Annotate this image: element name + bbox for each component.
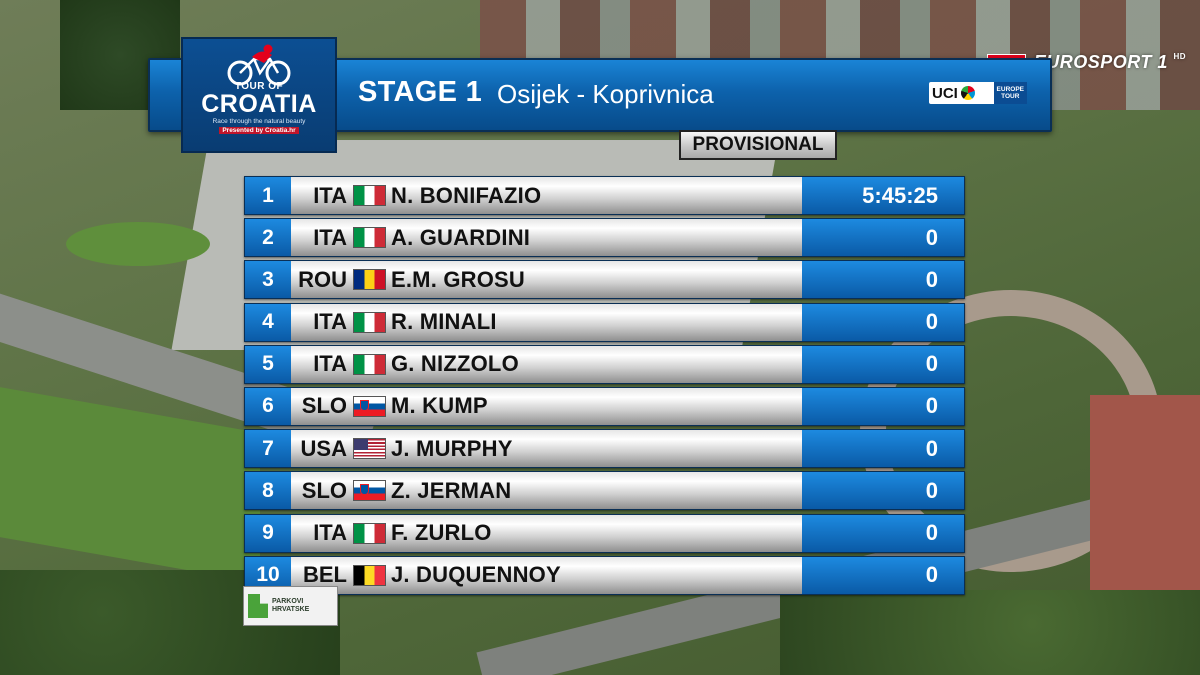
result-row: 10 BEL J. DUQUENNOY 0 [244,555,965,595]
nationality: USA [300,435,347,461]
flag-icon-ita [353,353,386,375]
nationality: ITA [313,520,347,545]
flag-icon-rou [353,269,386,291]
position: 5 [245,345,291,383]
position: 3 [245,261,291,299]
time-gap: 0 [802,303,964,341]
result-row: 5 ITA G. NIZZOLO 0 [244,344,965,384]
time-gap: 0 [802,219,964,257]
result-row: 9 ITA F. ZURLO 0 [244,513,965,553]
stage-number: STAGE 1 [358,76,483,108]
hd-badge: HD [1173,52,1186,61]
rider-name: J. MURPHY [391,435,513,461]
rider-cell: SLO M. KUMP [291,387,802,425]
time-gap: 0 [802,345,964,383]
uci-tour-label: EUROPE TOUR [993,82,1027,104]
position: 7 [245,430,291,468]
nationality: ROU [298,266,347,292]
rider-cell: ITA G. NIZZOLO [291,345,802,383]
rider-cell: BEL J. DUQUENNOY [291,556,802,594]
nationality: ITA [313,309,347,335]
uci-tour-line2: TOUR [1001,93,1020,100]
logo-tagline: Race through the natural beauty [212,118,306,125]
rider-cell: ITA R. MINALI [291,303,802,341]
rider-name: F. ZURLO [391,520,492,545]
result-row: 2 ITA A. GUARDINI 0 [244,218,965,258]
flag-icon-ita [353,185,386,206]
channel-name: EUROSPORT 1 [1033,52,1168,72]
rider-name: J. DUQUENNOY [391,562,561,588]
time-gap: 0 [802,261,964,299]
nationality: BEL [303,562,347,588]
nationality: SLO [301,393,347,419]
uci-europe-tour-logo: UCI EUROPE TOUR [929,82,1027,104]
result-row: 1 ITA N. BONIFAZIO 5:45:25 [244,176,965,215]
flag-icon-ita [353,311,386,333]
flag-icon-slo [353,395,386,417]
position: 9 [245,514,291,552]
tour-of-croatia-logo: TOUR OF CROATIA Race through the natural… [181,37,337,153]
result-row: 3 ROU E.M. GROSU 0 [244,260,965,300]
uci-tour-line1: EUROPE [996,86,1024,93]
sponsor-logo: PARKOVI HRVATSKE [243,586,338,626]
result-row: 4 ITA R. MINALI 0 [244,302,965,342]
logo-tour-of: TOUR OF [234,81,284,92]
flag-icon-bel [353,564,386,586]
cyclist-icon [227,44,291,86]
position: 4 [245,303,291,341]
position: 6 [245,387,291,425]
rider-cell: SLO Z. JERMAN [291,472,802,510]
time-gap: 0 [802,514,964,552]
rider-cell: ITA N. BONIFAZIO [291,177,802,214]
parkovi-leaf-icon [248,594,268,618]
position: 1 [245,177,291,214]
rider-cell: ITA F. ZURLO [291,514,802,552]
logo-brand: CROATIA [201,90,317,118]
position: 8 [245,472,291,510]
flag-icon-ita [353,227,386,249]
sponsor-line2: HRVATSKE [272,606,310,613]
nationality: ITA [313,182,347,208]
flag-icon-ita [353,522,386,544]
flag-icon-usa [353,438,386,460]
rider-cell: ITA A. GUARDINI [291,219,802,257]
nationality: ITA [313,351,347,377]
result-row: 8 SLO Z. JERMAN 0 [244,471,965,511]
result-row: 7 USA J. MURPHY 0 [244,429,965,469]
rider-name: A. GUARDINI [391,224,531,250]
rider-name: M. KUMP [391,393,488,419]
rider-name: G. NIZZOLO [391,351,519,377]
uci-text: UCI [932,84,958,102]
logo-presented-by: Presented by Croatia.hr [219,127,299,134]
flag-icon-slo [353,480,386,502]
results-table: 1 ITA N. BONIFAZIO 5:45:25 2 ITA A. GUARDINI 0 3… [244,176,965,598]
sponsor-text: PARKOVI HRVATSKE [272,598,309,614]
rider-name: E.M. GROSU [391,266,526,292]
rider-name: Z. JERMAN [391,477,512,503]
time-gap: 5:45:25 [802,177,964,214]
stage-route: Osijek - Koprivnica [497,79,714,109]
time-gap: 0 [802,472,964,510]
uci-rainbow-icon [960,86,975,100]
rider-name: R. MINALI [391,309,497,335]
time-gap: 0 [802,430,964,468]
sponsor-line1: PARKOVI [272,598,304,605]
nationality: SLO [301,477,347,503]
rider-cell: USA J. MURPHY [291,430,802,468]
time-gap: 0 [802,556,964,594]
rider-cell: ROU E.M. GROSU [291,261,802,299]
channel-logo: EUROSPORT 1 HD [1034,52,1186,73]
rider-name: N. BONIFAZIO [391,182,542,208]
result-row: 6 SLO M. KUMP 0 [244,386,965,426]
nationality: ITA [313,224,347,250]
position: 2 [245,219,291,257]
time-gap: 0 [802,387,964,425]
provisional-label: PROVISIONAL [679,130,837,160]
